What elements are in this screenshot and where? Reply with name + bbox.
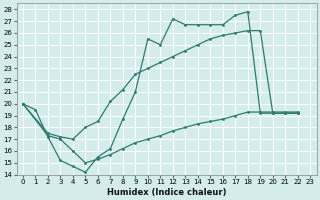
X-axis label: Humidex (Indice chaleur): Humidex (Indice chaleur) [107,188,226,197]
